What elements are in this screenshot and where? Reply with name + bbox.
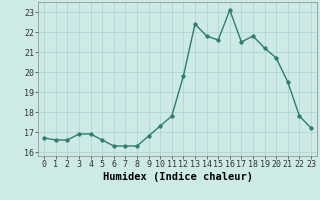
X-axis label: Humidex (Indice chaleur): Humidex (Indice chaleur) — [103, 172, 252, 182]
